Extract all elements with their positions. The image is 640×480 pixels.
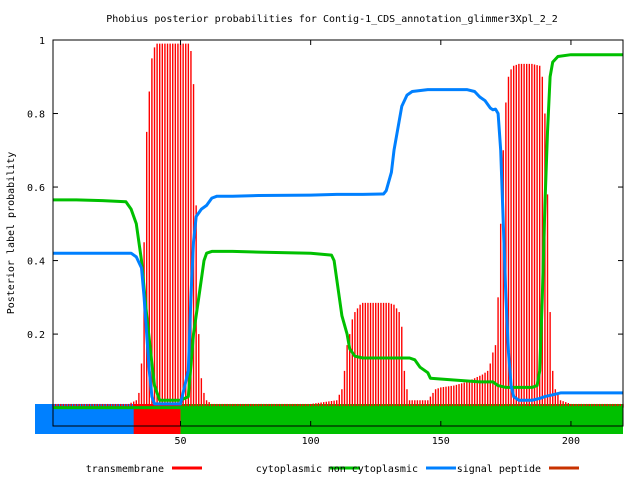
y-axis-label: Posterior label probability: [6, 152, 17, 315]
y-tick-label: 0.6: [27, 183, 45, 194]
series-transmembrane: [52, 43, 624, 408]
x-tick-label: 150: [432, 436, 450, 447]
y-tick-label: 0.8: [27, 110, 45, 121]
series-non-cytoplasmic: [53, 53, 623, 402]
x-tick-label: 100: [302, 436, 320, 447]
legend-label: transmembrane: [86, 464, 164, 475]
series-signal-peptide: [53, 88, 623, 406]
legend-label: signal peptide: [457, 464, 541, 475]
legend-label: non cytoplasmic: [328, 464, 418, 475]
x-tick-label: 50: [175, 436, 187, 447]
y-tick-label: 1: [39, 36, 45, 47]
plot-frame: [52, 39, 624, 427]
axis-ticks: 50 100 150 200 1 0.8 0.6 0.4 0.2: [27, 36, 623, 447]
plot-area: [35, 43, 624, 434]
y-tick-label: 0.2: [27, 330, 45, 341]
y-tick-label: 0.4: [27, 257, 45, 268]
legend: transmembrane cytoplasmic non cytoplasmic s…: [86, 464, 579, 475]
legend-label: cytoplasmic: [256, 464, 322, 475]
chart-title: Phobius posterior probabilities for Cont…: [106, 14, 558, 25]
x-tick-label: 200: [562, 436, 580, 447]
